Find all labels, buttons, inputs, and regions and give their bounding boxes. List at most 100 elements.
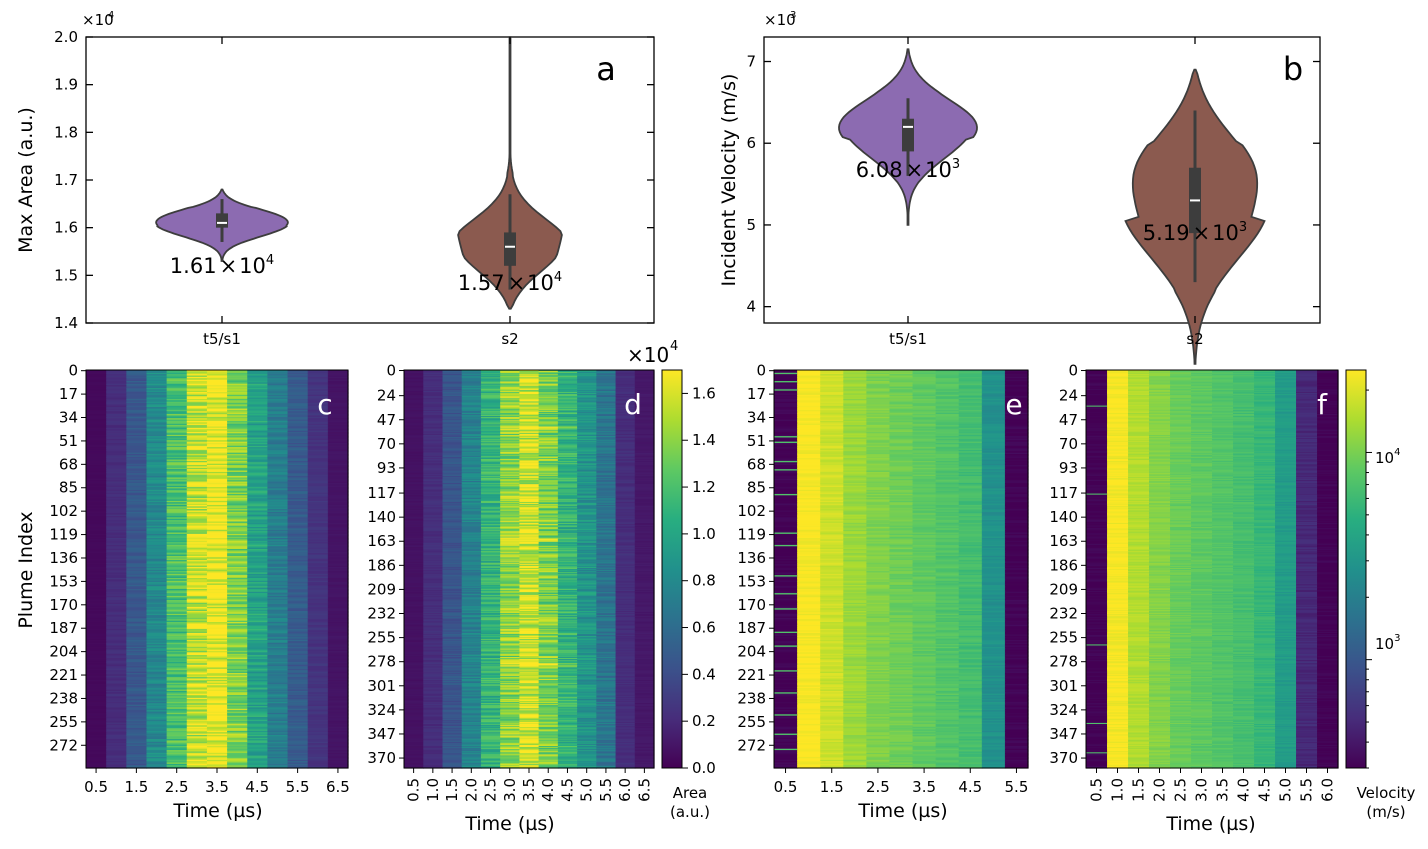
- heatmap-d-cell: [404, 393, 424, 395]
- heatmap-c-cell: [126, 495, 148, 498]
- heatmap-c-cell: [106, 422, 127, 425]
- heatmap-c-cell: [206, 707, 228, 710]
- heatmap-c-cell: [166, 624, 188, 627]
- heatmap-d-cell: [480, 377, 501, 379]
- heatmap-c-cell: [166, 613, 188, 616]
- heatmap-c-cell: [186, 577, 208, 580]
- heatmap-d-cell: [480, 388, 501, 391]
- heatmap-c-cell: [287, 626, 309, 629]
- heatmap-c-cell: [106, 576, 127, 579]
- heatmap-c-cell: [287, 518, 309, 521]
- heatmap-c-cell: [186, 389, 208, 392]
- heatmap-d-cell: [557, 427, 578, 430]
- heatmap-c-cell: [287, 599, 309, 602]
- heatmap-c-cell: [267, 459, 289, 462]
- heatmap-c-cell: [106, 520, 127, 523]
- heatmap-d-cell: [577, 444, 597, 447]
- heatmap-d-cell: [615, 404, 636, 407]
- heatmap-c-cell: [106, 372, 127, 375]
- heatmap-c-cell: [267, 451, 289, 454]
- heatmap-d-cell: [557, 390, 578, 393]
- heatmap-c-cell: [126, 553, 148, 556]
- heatmap-c-cell: [287, 418, 309, 421]
- heatmap-c-cell: [126, 745, 148, 748]
- heatmap-c-cell: [307, 652, 329, 655]
- heatmap-c-cell: [227, 438, 248, 441]
- heatmap-d-cell: [634, 398, 655, 400]
- heatmap-c-cell: [267, 500, 289, 503]
- heatmap-c-cell: [146, 477, 168, 480]
- heatmap-c-cell: [227, 748, 248, 751]
- heatmap-c-cell: [146, 520, 168, 523]
- heatmap-c-cell: [146, 670, 168, 673]
- heatmap-c-cell: [307, 553, 329, 556]
- heatmap-c-cell: [307, 630, 329, 633]
- heatmap-d-cell: [577, 403, 597, 406]
- heatmap-c-cell: [227, 743, 248, 746]
- heatmap-c-cell: [146, 701, 168, 704]
- heatmap-c-cell: [227, 371, 248, 374]
- heatmap-c-cell: [206, 582, 228, 585]
- panel-b-ylabel: Incident Velocity (m/s): [718, 74, 740, 287]
- heatmap-c-cell: [106, 715, 127, 718]
- heatmap-c-cell: [227, 462, 248, 465]
- heatmap-c-cell: [126, 579, 148, 582]
- heatmap-c-cell: [126, 677, 148, 680]
- heatmap-d-cell: [634, 378, 655, 381]
- heatmap-c-cell: [146, 667, 168, 670]
- heatmap-c-cell: [166, 449, 188, 452]
- heatmap-c-cell: [227, 575, 248, 578]
- heatmap-c-cell: [186, 419, 208, 422]
- heatmap-c-cell: [267, 628, 289, 631]
- heatmap-c-cell: [86, 491, 107, 494]
- heatmap-c-cell: [206, 751, 228, 754]
- heatmap-c-cell: [166, 371, 188, 374]
- heatmap-c-cell: [287, 575, 309, 578]
- heatmap-c-cell: [146, 463, 168, 466]
- heatmap-d-cell: [461, 427, 482, 430]
- heatmap-d-cell: [442, 418, 463, 420]
- heatmap-c-cell: [247, 650, 268, 653]
- heatmap-c-cell: [146, 390, 168, 393]
- heatmap-c-cell: [227, 415, 248, 418]
- heatmap-c-cell: [126, 678, 148, 681]
- heatmap-d-cell: [480, 409, 501, 412]
- heatmap-c-cell: [307, 412, 329, 415]
- ytick-label-c-7: 119: [49, 526, 78, 544]
- heatmap-d-cell: [519, 422, 540, 425]
- heatmap-c-cell: [186, 593, 208, 596]
- heatmap-c-cell: [86, 697, 107, 700]
- heatmap-c-cell: [126, 509, 148, 512]
- heatmap-c-cell: [307, 469, 329, 472]
- heatmap-d-cell: [538, 391, 559, 394]
- heatmap-c-cell: [186, 762, 208, 765]
- heatmap-c-cell: [247, 408, 268, 411]
- heatmap-c-cell: [186, 605, 208, 608]
- heatmap-c-cell: [86, 623, 107, 626]
- heatmap-c-cell: [267, 503, 289, 506]
- heatmap-c-cell: [247, 739, 268, 742]
- heatmap-d-cell: [480, 397, 501, 399]
- heatmap-c-cell: [146, 740, 168, 743]
- heatmap-c-cell: [86, 386, 107, 389]
- heatmap-c-cell: [206, 690, 228, 693]
- heatmap-c-cell: [106, 521, 127, 524]
- heatmap-d-cell: [500, 385, 520, 388]
- heatmap-c-cell: [247, 747, 268, 750]
- heatmap-c-cell: [146, 511, 168, 514]
- heatmap-d-cell: [538, 389, 559, 392]
- heatmap-c-cell: [327, 631, 349, 634]
- heatmap-c-cell: [146, 765, 168, 768]
- heatmap-c-cell: [227, 638, 248, 641]
- heatmap-d-cell: [461, 405, 482, 408]
- heatmap-c-cell: [186, 619, 208, 622]
- heatmap-c-cell: [106, 385, 127, 388]
- heatmap-d-cell: [404, 379, 424, 382]
- heatmap-c-cell: [186, 734, 208, 737]
- heatmap-c-cell: [247, 540, 268, 543]
- heatmap-c-cell: [227, 522, 248, 525]
- heatmap-d-cell: [538, 454, 559, 457]
- heatmap-c-cell: [126, 696, 148, 699]
- heatmap-d-cell: [519, 445, 540, 448]
- heatmap-c-cell: [327, 500, 349, 503]
